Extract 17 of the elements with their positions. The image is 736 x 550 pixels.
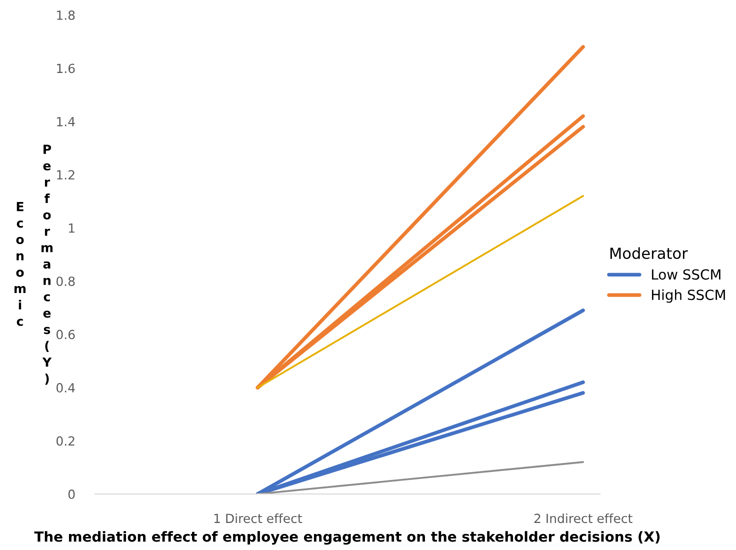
y-tick-label: 1.2 <box>57 170 74 180</box>
y-tick-label: 1.4 <box>57 117 75 126</box>
y-tick-label: 0.8 <box>56 276 75 286</box>
legend-label: Low SSCM <box>652 269 720 280</box>
legend-title: Moderator <box>610 247 688 260</box>
y-tick-label: 1.8 <box>57 10 75 20</box>
y-tick-label: 0.4 <box>56 383 75 392</box>
y-tick-label: 1 <box>68 224 74 233</box>
y-tick-label: 0 <box>68 489 75 499</box>
x-tick-label: 2 Indirect effect <box>534 513 632 524</box>
text: Economic Performances (Y) <box>14 144 53 385</box>
legend-label: High SSCM <box>652 289 725 303</box>
y-tick-label: 1.6 <box>57 64 75 74</box>
y-tick-label: 0.6 <box>56 330 75 340</box>
y-tick-label: 0.2 <box>56 436 74 446</box>
x-axis-title: The mediation effect of employee engagement on the stakeholder decisions (X) <box>34 531 660 545</box>
x-tick-label: 1 Direct effect <box>214 513 302 524</box>
